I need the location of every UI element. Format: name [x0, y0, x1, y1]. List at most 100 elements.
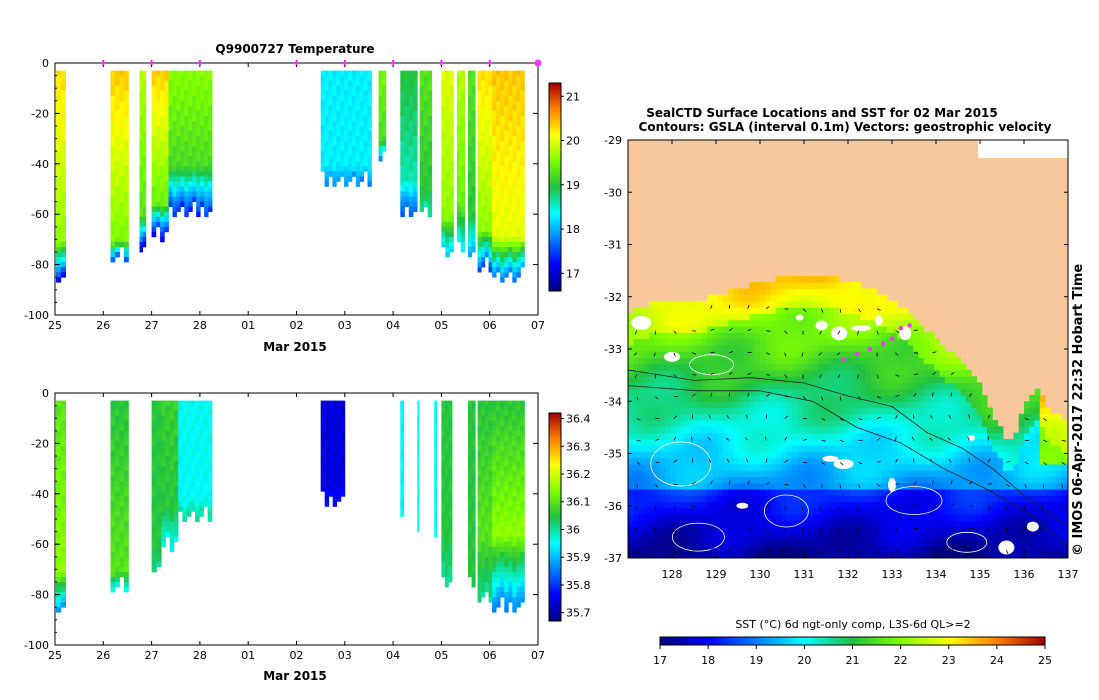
sal-cell — [471, 546, 476, 553]
temp-colorbar-label: 19 — [566, 179, 580, 192]
temp-cell — [496, 201, 501, 207]
temp-cell — [468, 121, 472, 127]
temp-cell — [516, 115, 521, 122]
sal-cell — [516, 456, 521, 462]
sst-cell — [628, 376, 634, 383]
temp-cell — [427, 105, 433, 112]
sal-cell — [468, 451, 472, 457]
temp-cell — [504, 100, 509, 107]
temp-cell — [481, 186, 486, 192]
temp-cell — [413, 161, 418, 167]
temp-cell — [516, 181, 521, 187]
temp-cell — [481, 257, 486, 263]
sal-cell — [488, 445, 493, 452]
sst-cell — [670, 369, 676, 377]
sal-cell — [444, 541, 449, 548]
sal-cell — [123, 566, 129, 573]
sst-cell — [738, 338, 745, 346]
sal-cell — [324, 415, 330, 422]
temp-cell — [427, 95, 433, 102]
temp-cell — [512, 141, 517, 147]
sal-cell — [56, 597, 62, 603]
temp-cell — [471, 80, 476, 86]
sal-cell — [165, 435, 171, 442]
sal-cell — [488, 592, 493, 598]
sst-cell — [744, 395, 750, 402]
temp-cell — [408, 151, 414, 157]
sal-cell — [173, 400, 179, 406]
sal-cell — [488, 501, 493, 507]
temp-cell — [176, 191, 181, 197]
temp-cell — [204, 206, 209, 212]
sal-cell — [484, 536, 489, 542]
temp-cell — [56, 267, 62, 273]
temp-cell — [441, 201, 446, 207]
temp-cell — [351, 126, 357, 132]
sst-cell — [728, 407, 735, 415]
sal-cell — [417, 425, 420, 432]
sal-cell — [60, 516, 66, 522]
sst-cell — [749, 282, 756, 289]
sst-cell — [760, 319, 766, 327]
sst-cell — [665, 526, 671, 534]
sal-cell — [481, 556, 486, 563]
temp-cell — [504, 95, 509, 102]
temp-cell — [419, 105, 425, 112]
sst-cell — [754, 382, 761, 390]
sal-cell — [448, 476, 453, 482]
sal-cell — [444, 556, 449, 563]
temp-cell — [180, 105, 185, 112]
temp-cell — [176, 131, 181, 137]
sst-cell — [738, 426, 745, 434]
sst-cell — [786, 351, 793, 358]
sst-cell — [659, 407, 666, 415]
temp-cell — [196, 186, 201, 192]
temp-cell — [481, 181, 486, 187]
temp-cell — [481, 196, 486, 202]
temp-cell — [441, 186, 446, 192]
sal-cell — [508, 481, 513, 487]
temp-cell — [151, 221, 157, 228]
sal-cell — [516, 566, 521, 573]
sst-cell — [781, 526, 787, 534]
sst-cell — [781, 413, 787, 421]
temp-cell — [496, 146, 501, 152]
sal-cell — [448, 461, 453, 467]
sal-cell — [56, 435, 62, 442]
sal-cell — [400, 471, 405, 477]
sal-cell — [496, 561, 501, 568]
temp-cell — [378, 115, 383, 122]
sst-cell — [643, 551, 650, 558]
temp-cell — [520, 95, 525, 102]
sal-cell — [340, 440, 346, 447]
sal-cell — [115, 435, 120, 442]
temp-cell — [351, 141, 357, 147]
temp-cell — [324, 161, 329, 167]
sst-cell — [654, 489, 661, 496]
sal-cell — [203, 410, 209, 416]
sst-cell — [643, 482, 650, 490]
sal-cell — [165, 521, 171, 527]
temp-cell — [155, 90, 161, 97]
temp-cell — [508, 267, 513, 273]
sst-cell — [638, 445, 645, 452]
sst-cell — [665, 451, 671, 459]
temp-cell — [468, 151, 472, 157]
temp-cell — [204, 156, 209, 162]
temp-cell — [60, 105, 66, 112]
sal-cell — [484, 516, 489, 522]
temp-cell — [419, 131, 425, 137]
sst-field — [628, 275, 1068, 558]
sal-cell — [512, 511, 517, 517]
temp-cell — [200, 186, 205, 192]
temp-cell — [139, 95, 143, 102]
sst-cell — [781, 300, 787, 308]
sal-cell — [119, 516, 125, 522]
sal-ytick-label: -20 — [31, 437, 49, 450]
sst-cell — [754, 395, 761, 402]
sal-cell — [481, 496, 486, 502]
sal-cell — [520, 496, 525, 502]
temp-cell — [155, 186, 161, 192]
sst-cell — [765, 382, 772, 390]
sst-cell — [781, 401, 787, 409]
